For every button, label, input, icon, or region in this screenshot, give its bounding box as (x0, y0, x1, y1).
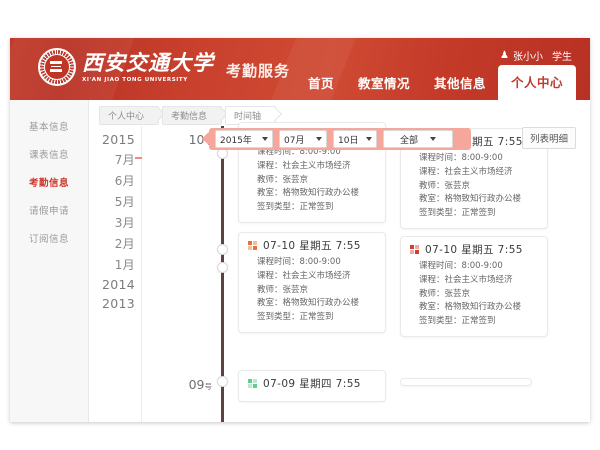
breadcrumb: 个人中心 考勤信息 时间轴 (89, 100, 590, 128)
attendance-card-time: 课程时间：8:00-9:00 (257, 257, 341, 267)
attendance-card-room: 教室：格物致知行政办公楼 (257, 188, 360, 199)
attendance-card-teacher: 教师：张芸京 (257, 174, 309, 185)
chevron-down-icon (366, 137, 372, 141)
attendance-card[interactable]: 07-09 星期四 7:55 (238, 370, 386, 402)
attendance-card-title: 07-09 星期四 7:55 (263, 378, 361, 390)
year-nav-item-2015[interactable]: 2015 (101, 132, 135, 147)
attendance-card-course: 课程：社会主义市场经济 (419, 274, 513, 285)
attendance-card-course: 课程：社会主义市场经济 (257, 160, 351, 171)
attendance-card-type: 签到类型：正常签到 (419, 316, 496, 327)
chevron-down-icon (430, 137, 436, 141)
attendance-card-room: 教室：格物致知行政办公楼 (419, 194, 522, 205)
user-info[interactable]: ♟ 张小小 学生 (500, 48, 572, 63)
calendar-icon (247, 240, 258, 251)
attendance-card-type: 签到类型：正常签到 (257, 312, 334, 323)
breadcrumb-item-attendance-info[interactable]: 考勤信息 (162, 105, 223, 125)
year-nav-item-may[interactable]: 5月 (114, 195, 135, 209)
attendance-card-title: 07-10 星期五 7:55 (425, 244, 523, 256)
list-detail-button[interactable]: 列表明细 (521, 127, 576, 149)
app-window: 西安交通大学 XI'AN JIAO TONG UNIVERSITY 考勤服务 ♟… (10, 38, 590, 422)
user-icon: ♟ (500, 50, 509, 61)
sidebar: 基本信息 课表信息 考勤信息 请假申请 订阅信息 (10, 100, 89, 422)
attendance-card-type: 签到类型：正常签到 (257, 202, 334, 213)
content-area: 个人中心 考勤信息 时间轴 2015年 07月 10日 (89, 100, 590, 422)
user-role: 学生 (552, 52, 572, 63)
attendance-card-time: 课程时间：8:00-9:00 (419, 153, 503, 163)
brand-title-cn: 西安交通大学 (82, 49, 214, 75)
main-nav: 首页 教室情况 其他信息 个人中心 (296, 65, 576, 100)
year-nav-item-june[interactable]: 6月 (114, 174, 135, 188)
chevron-down-icon (262, 137, 268, 141)
timeline-axis (221, 126, 224, 422)
brand-subtitle: 考勤服务 (226, 61, 291, 80)
attendance-card-teacher: 教师：张芸京 (257, 284, 309, 295)
nav-item-personal-center[interactable]: 个人中心 (497, 65, 576, 100)
day-marker-09[interactable]: 09号 (160, 374, 212, 393)
brand-title-en: XI'AN JIAO TONG UNIVERSITY (82, 76, 188, 83)
year-nav-item-july[interactable]: 7月 (89, 149, 142, 170)
calendar-icon (247, 378, 258, 389)
university-seal-icon (38, 48, 76, 86)
attendance-card-header: 07-10 星期五 7:55 (247, 238, 377, 253)
timeline-area: 2015 7月 6月 5月 3月 2月 1月 2014 2013 10号 (89, 122, 590, 422)
attendance-card-header: 07-10 星期五 7:55 (409, 242, 539, 257)
page-body: 基本信息 课表信息 考勤信息 请假申请 订阅信息 个人中心 考勤信息 时间轴 2… (10, 100, 590, 422)
month-select-value: 07月 (284, 135, 305, 146)
year-nav-item-january[interactable]: 1月 (114, 258, 135, 272)
year-nav: 2015 7月 6月 5月 3月 2月 1月 2014 2013 (89, 126, 142, 422)
sidebar-item-basic-info[interactable]: 基本信息 (28, 122, 69, 133)
user-name: 张小小 (513, 52, 543, 63)
sidebar-item-schedule-info[interactable]: 课表信息 (28, 150, 69, 161)
sidebar-item-attendance-info[interactable]: 考勤信息 (28, 178, 69, 189)
nav-item-home[interactable]: 首页 (307, 76, 334, 91)
timeline-node[interactable] (217, 244, 228, 255)
attendance-card-time: 课程时间：8:00-9:00 (419, 261, 503, 271)
filter-bar: 2015年 07月 10日 全部 (209, 128, 471, 150)
year-select-value: 2015年 (220, 135, 252, 146)
year-nav-item-2013[interactable]: 2013 (101, 296, 135, 311)
year-select[interactable]: 2015年 (215, 130, 273, 148)
attendance-card[interactable]: 07-10 星期五 7:55 课程时间：8:00-9:00 课程：社会主义市场经… (400, 236, 548, 337)
attendance-card-header: 07-09 星期四 7:55 (247, 376, 377, 391)
attendance-card-room: 教室：格物致知行政办公楼 (257, 298, 360, 309)
sidebar-item-subscription-info[interactable]: 订阅信息 (28, 234, 69, 245)
year-nav-item-march[interactable]: 3月 (114, 216, 135, 230)
year-nav-item-2014[interactable]: 2014 (101, 277, 135, 292)
year-nav-item-february[interactable]: 2月 (114, 237, 135, 251)
attendance-card-type: 签到类型：正常签到 (419, 208, 496, 219)
attendance-card[interactable]: 07-10 星期五 7:55 课程时间：8:00-9:00 课程：社会主义市场经… (238, 232, 386, 333)
day-select[interactable]: 10日 (333, 130, 377, 148)
month-select[interactable]: 07月 (279, 130, 327, 148)
scope-select[interactable]: 全部 (383, 130, 453, 148)
attendance-card[interactable] (400, 378, 532, 386)
timeline-node[interactable] (217, 262, 228, 273)
sidebar-item-leave-request[interactable]: 请假申请 (28, 206, 69, 217)
breadcrumb-item-personal-center[interactable]: 个人中心 (99, 105, 160, 125)
calendar-icon (409, 244, 420, 255)
day-select-value: 10日 (338, 135, 359, 146)
day-marker-09-label: 09号 (188, 377, 212, 392)
timeline-track: 10号 09号 (142, 122, 590, 422)
site-header: 西安交通大学 XI'AN JIAO TONG UNIVERSITY 考勤服务 ♟… (10, 38, 590, 100)
attendance-card-course: 课程：社会主义市场经济 (419, 166, 513, 177)
brand-logo[interactable]: 西安交通大学 XI'AN JIAO TONG UNIVERSITY 考勤服务 (38, 48, 290, 86)
timeline-node[interactable] (217, 376, 228, 387)
attendance-card-course: 课程：社会主义市场经济 (257, 270, 351, 281)
attendance-card-teacher: 教师：张芸京 (419, 288, 471, 299)
attendance-card-title: 07-10 星期五 7:55 (263, 240, 361, 252)
attendance-card-room: 教室：格物致知行政办公楼 (419, 302, 522, 313)
scope-select-value: 全部 (399, 135, 418, 146)
chevron-down-icon (316, 137, 322, 141)
attendance-card-teacher: 教师：张芸京 (419, 180, 471, 191)
nav-item-other-info[interactable]: 其他信息 (433, 76, 486, 91)
nav-item-classroom[interactable]: 教室情况 (357, 76, 410, 91)
attendance-card-time: 课程时间：8:00-9:00 (257, 147, 341, 157)
